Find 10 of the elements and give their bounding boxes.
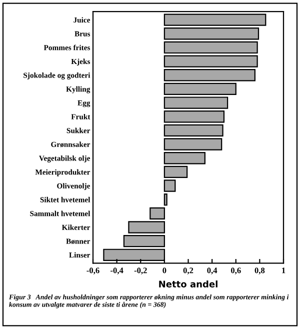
- x-tick-label: 0,2: [183, 268, 194, 274]
- x-tick-label: -0,4: [110, 268, 124, 274]
- x-tick-label: 1: [282, 268, 286, 274]
- x-tick-label: 0: [162, 268, 166, 274]
- x-tick-label: -0,2: [134, 268, 147, 274]
- x-tick-label: 0,8: [254, 268, 265, 274]
- x-tick-label: -0,6: [86, 268, 100, 274]
- x-tick-label: 0,4: [207, 268, 218, 274]
- x-axis-title: Netto andel: [159, 280, 218, 288]
- x-tick-label: 0,6: [230, 268, 241, 274]
